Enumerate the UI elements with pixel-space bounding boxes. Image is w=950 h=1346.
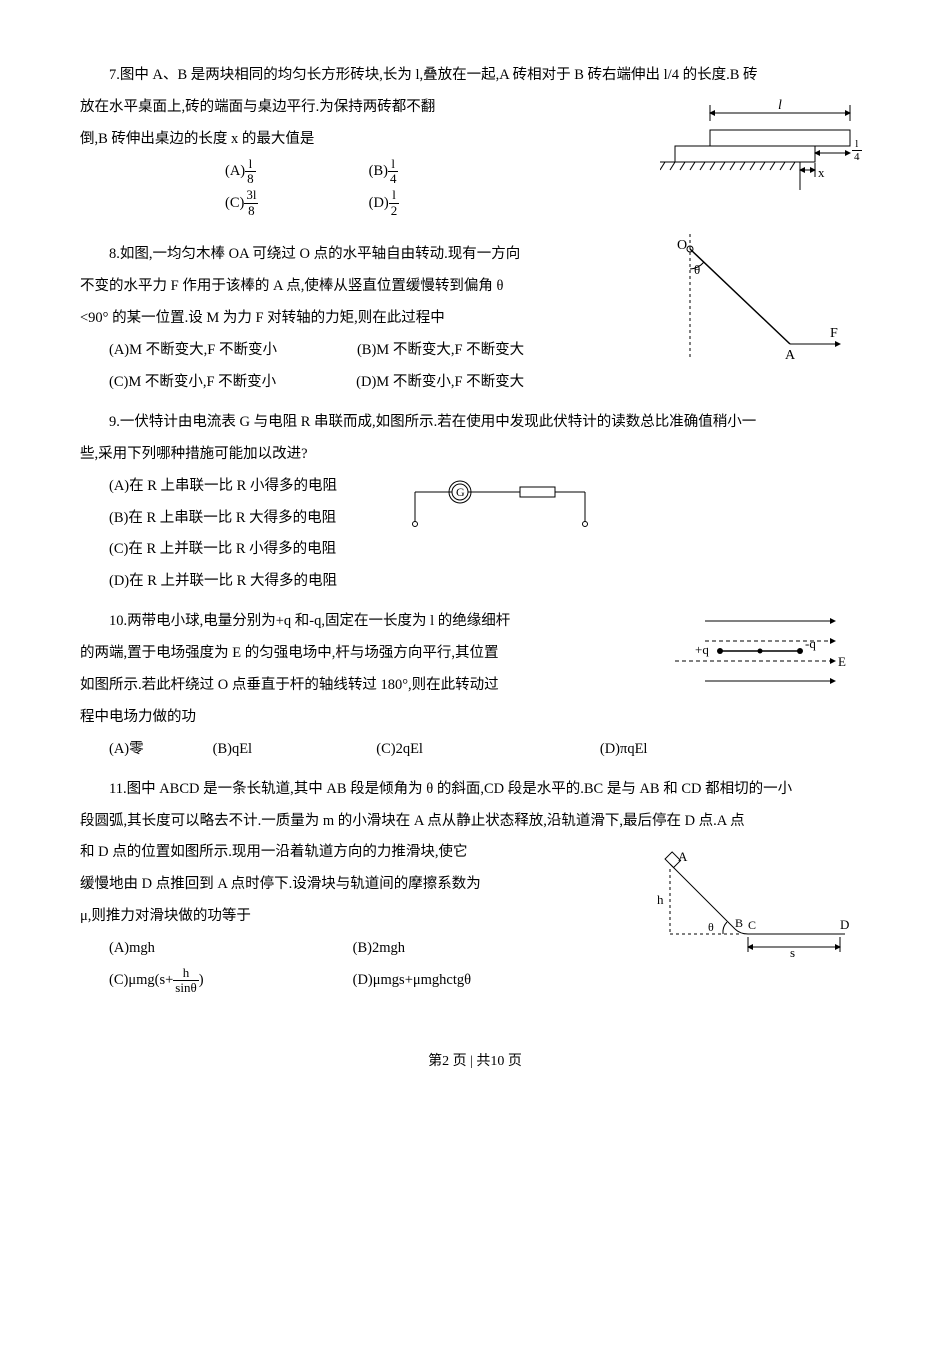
q7-optA-label: (A)	[225, 163, 245, 179]
q11-optC-post: )	[199, 972, 204, 988]
q11-line2: 段圆弧,其长度可以略去不计.一质量为 m 的小滑块在 A 点从静止状态释放,沿轨…	[80, 806, 870, 838]
q7-figure: l l4 x	[660, 95, 870, 195]
q7-optD-label: (D)	[369, 195, 389, 211]
q7-optA-num: l	[245, 157, 256, 172]
page-footer: 第2 页 | 共10 页	[80, 1047, 870, 1078]
svg-text:h: h	[657, 892, 664, 907]
svg-text:F: F	[830, 326, 838, 341]
q7-optD-num: l	[389, 188, 400, 203]
svg-text:C: C	[748, 918, 756, 932]
q7-optD-den: 2	[389, 204, 400, 218]
svg-text:s: s	[790, 945, 795, 959]
q8-line2: 不变的水平力 F 作用于该棒的 A 点,使棒从竖直位置缓慢转到偏角 θ	[80, 271, 560, 303]
svg-text:A: A	[678, 849, 688, 864]
q7-optC-label: (C)	[225, 195, 244, 211]
q7-optB-den: 4	[388, 172, 399, 186]
q10-figure: +q -q E	[665, 606, 855, 696]
svg-text:A: A	[785, 348, 796, 363]
svg-text:B: B	[735, 916, 743, 930]
q7-line2: 放在水平桌面上,砖的端面与桌边平行.为保持两砖都不翻	[80, 92, 580, 124]
q10-line2: 的两端,置于电场强度为 E 的匀强电场中,杆与场强方向平行,其位置	[80, 638, 560, 670]
q11-line4: 缓慢地由 D 点推回到 A 点时停下.设滑块与轨道间的摩擦系数为	[80, 869, 560, 901]
q11-line1: 11.图中 ABCD 是一条长轨道,其中 AB 段是倾角为 θ 的斜面,CD 段…	[80, 774, 870, 806]
question-10: 10.两带电小球,电量分别为+q 和-q,固定在一长度为 l 的绝缘细杆 的两端…	[80, 606, 870, 765]
q10-optC: (C)2qEl	[376, 734, 596, 766]
q10-line1: 10.两带电小球,电量分别为+q 和-q,固定在一长度为 l 的绝缘细杆	[80, 606, 560, 638]
q11-optB: (B)2mgh	[353, 940, 405, 956]
q8-optD: (D)M 不断变小,F 不断变大	[356, 367, 524, 399]
svg-text:l: l	[778, 98, 782, 113]
q9-optC: (C)在 R 上并联一比 R 小得多的电阻	[80, 534, 870, 566]
svg-text:-q: -q	[805, 636, 816, 651]
q11-optC-num: h	[173, 966, 198, 981]
q10-line4: 程中电场力做的功	[80, 702, 560, 734]
q11-figure: A B C D h s θ	[645, 849, 855, 959]
svg-text:θ: θ	[694, 262, 700, 277]
q9-optD: (D)在 R 上并联一比 R 大得多的电阻	[80, 566, 870, 598]
svg-text:x: x	[818, 165, 825, 180]
question-11: 11.图中 ABCD 是一条长轨道,其中 AB 段是倾角为 θ 的斜面,CD 段…	[80, 774, 870, 997]
q8-svg: O θ F A	[660, 229, 850, 369]
q10-svg: +q -q E	[665, 606, 855, 696]
svg-text:D: D	[840, 917, 849, 932]
q7-line3: 倒,B 砖伸出桌边的长度 x 的最大值是	[80, 124, 580, 156]
q8-optC: (C)M 不断变小,F 不断变小	[109, 367, 276, 399]
q10-line3: 如图所示.若此杆绕过 O 点垂直于杆的轴线转过 180°,则在此转动过	[80, 670, 560, 702]
q10-optB: (B)qEl	[213, 734, 373, 766]
q11-options-row2: (C)μmg(s+hsinθ) (D)μmgs+μmghctgθ	[80, 965, 870, 997]
q7-optC-den: 8	[244, 204, 258, 218]
svg-text:θ: θ	[708, 920, 714, 934]
q8-optB: (B)M 不断变大,F 不断变大	[357, 335, 524, 367]
q8-optA: (A)M 不断变大,F 不断变小	[109, 335, 277, 367]
q9-line2: 些,采用下列哪种措施可能加以改进?	[80, 439, 870, 471]
svg-text:E: E	[838, 654, 846, 669]
q7-optA-den: 8	[245, 172, 256, 186]
q9-line1: 9.一伏特计由电流表 G 与电阻 R 串联而成,如图所示.若在使用中发现此伏特计…	[80, 407, 870, 439]
q8-line3: <90° 的某一位置.设 M 为力 F 对转轴的力矩,则在此过程中	[80, 303, 560, 335]
question-7: 7.图中 A、B 是两块相同的均匀长方形砖块,长为 l,叠放在一起,A 砖相对于…	[80, 60, 870, 219]
q8-figure: O θ F A	[660, 229, 850, 369]
question-9: 9.一伏特计由电流表 G 与电阻 R 串联而成,如图所示.若在使用中发现此伏特计…	[80, 407, 870, 598]
q11-optC-pre: (C)μmg(s+	[109, 972, 173, 988]
q8-line1: 8.如图,一均匀木棒 OA 可绕过 O 点的水平轴自由转动.现有一方向	[80, 239, 560, 271]
q9-figure: G	[400, 477, 600, 532]
q7-svg: l l4 x	[660, 95, 870, 195]
q7-optB-num: l	[388, 157, 399, 172]
q7-line1: 7.图中 A、B 是两块相同的均匀长方形砖块,长为 l,叠放在一起,A 砖相对于…	[80, 60, 870, 92]
q7-optB-label: (B)	[369, 163, 388, 179]
q10-optD: (D)πqEl	[600, 741, 648, 757]
svg-text:+q: +q	[695, 642, 709, 657]
svg-text:O: O	[677, 238, 687, 253]
q11-optC-den: sinθ	[173, 981, 198, 995]
q11-line3: 和 D 点的位置如图所示.现用一沿着轨道方向的力推滑块,使它	[80, 837, 560, 869]
q7-optC-num: 3l	[244, 188, 258, 203]
q11-line5: μ,则推力对滑块做的功等于	[80, 901, 560, 933]
q8-options-row2: (C)M 不断变小,F 不断变小 (D)M 不断变小,F 不断变大	[80, 367, 870, 399]
q10-optA: (A)零	[109, 734, 209, 766]
q9-svg: G	[400, 477, 600, 532]
q11-optA: (A)mgh	[109, 933, 349, 965]
q10-options: (A)零 (B)qEl (C)2qEl (D)πqEl	[80, 734, 870, 766]
question-8: 8.如图,一均匀木棒 OA 可绕过 O 点的水平轴自由转动.现有一方向 不变的水…	[80, 239, 870, 398]
svg-text:G: G	[456, 485, 465, 499]
q11-svg: A B C D h s θ	[645, 849, 855, 959]
q11-optD: (D)μmgs+μmghctgθ	[353, 972, 471, 988]
